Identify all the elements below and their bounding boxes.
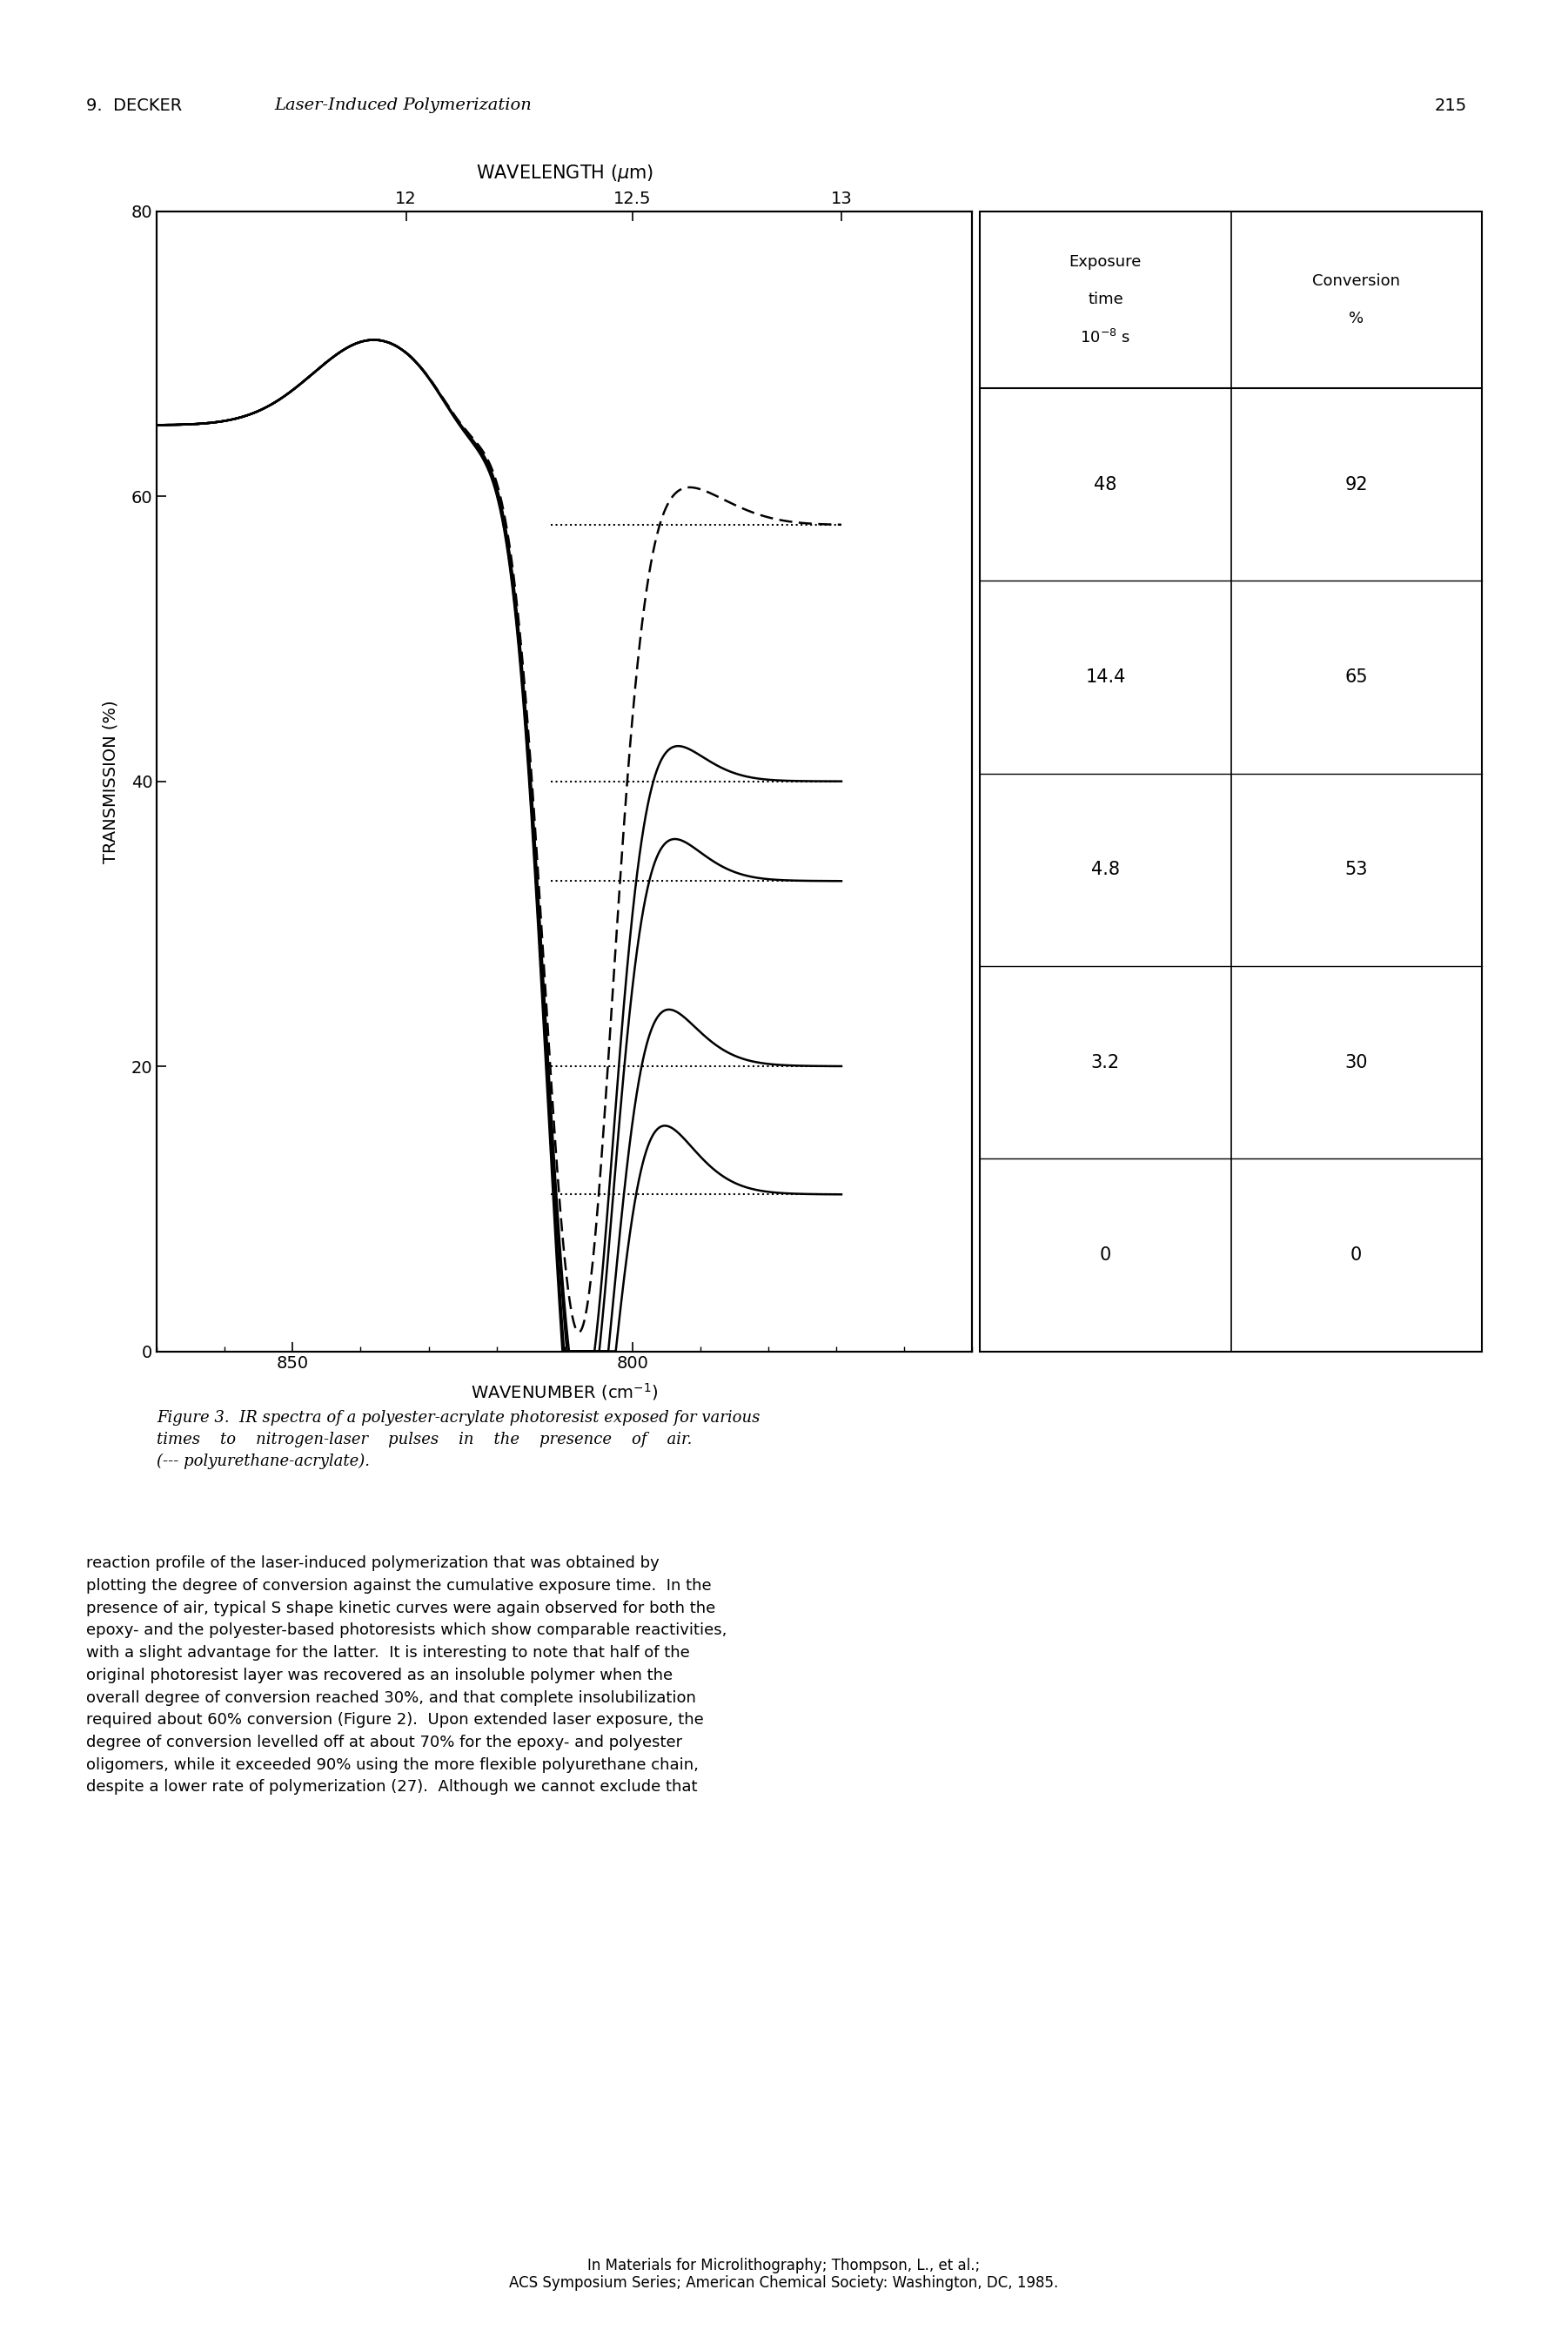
Text: 92: 92 bbox=[1345, 475, 1367, 494]
Text: 215: 215 bbox=[1435, 96, 1466, 115]
Text: 0: 0 bbox=[1099, 1246, 1112, 1264]
Text: time: time bbox=[1088, 291, 1123, 308]
Text: reaction profile of the laser-induced polymerization that was obtained by
plotti: reaction profile of the laser-induced po… bbox=[86, 1556, 728, 1795]
Text: %: % bbox=[1348, 310, 1364, 327]
Text: Conversion: Conversion bbox=[1312, 273, 1400, 289]
X-axis label: WAVELENGTH ($\mu$m): WAVELENGTH ($\mu$m) bbox=[475, 162, 654, 183]
Y-axis label: TRANSMISSION (%): TRANSMISSION (%) bbox=[102, 700, 119, 862]
Text: Exposure: Exposure bbox=[1069, 254, 1142, 270]
Text: In Materials for Microlithography; Thompson, L., et al.;
ACS Symposium Series; A: In Materials for Microlithography; Thomp… bbox=[510, 2258, 1058, 2291]
Text: Figure 3.  IR spectra of a polyester-acrylate photoresist exposed for various
ti: Figure 3. IR spectra of a polyester-acry… bbox=[157, 1410, 760, 1469]
Text: 30: 30 bbox=[1345, 1053, 1367, 1072]
Text: 65: 65 bbox=[1345, 667, 1367, 686]
Text: 3.2: 3.2 bbox=[1091, 1053, 1120, 1072]
Text: Laser-Induced Polymerization: Laser-Induced Polymerization bbox=[274, 99, 532, 113]
Text: 0: 0 bbox=[1350, 1246, 1363, 1264]
Text: 9.  DECKER: 9. DECKER bbox=[86, 96, 182, 115]
X-axis label: WAVENUMBER (cm$^{-1}$): WAVENUMBER (cm$^{-1}$) bbox=[470, 1382, 659, 1403]
Text: 48: 48 bbox=[1094, 475, 1116, 494]
Text: 14.4: 14.4 bbox=[1085, 667, 1126, 686]
Text: $10^{-8}$ s: $10^{-8}$ s bbox=[1080, 329, 1131, 345]
Text: 53: 53 bbox=[1345, 860, 1367, 879]
Text: 4.8: 4.8 bbox=[1091, 860, 1120, 879]
